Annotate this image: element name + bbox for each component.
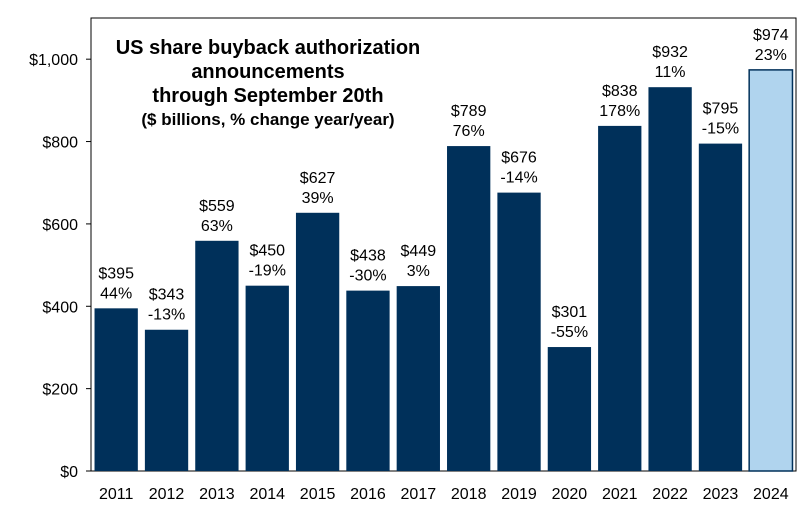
chart-title-block: US share buyback authorization announcem…	[100, 36, 436, 132]
bar-labels-group: $395 44% $343 -13% $559 63% $450 -19% $627 39% $43…	[98, 27, 788, 341]
bar-2011	[94, 308, 138, 471]
bar-2015	[295, 212, 340, 472]
chart-title-line-1: US share buyback authorization	[115, 37, 421, 59]
bar-value-label: $795	[703, 101, 739, 118]
x-tick-label: 2021	[602, 486, 638, 503]
bar-percent-label: 76%	[453, 123, 485, 140]
x-tick-label: 2020	[552, 486, 588, 503]
bar-2020	[547, 347, 592, 471]
chart-title-line-2: announcements	[191, 61, 345, 83]
y-tick-label: $200	[42, 382, 78, 399]
x-tick-label: 2011	[99, 486, 134, 503]
bar-percent-label: 23%	[755, 47, 787, 64]
bar-percent-label: -14%	[500, 170, 537, 187]
bar-value-label: $449	[401, 243, 437, 260]
bar-2013	[195, 240, 239, 471]
bar-value-label: $789	[451, 103, 487, 120]
y-tick-label: $400	[42, 299, 78, 316]
bar-percent-label: 63%	[201, 218, 233, 235]
x-tick-label: 2013	[199, 486, 235, 503]
bar-value-label: $301	[552, 304, 588, 321]
y-tick-label: $0	[60, 464, 78, 481]
y-tick-label: $1,000	[29, 52, 78, 69]
bar-value-label: $343	[149, 287, 185, 304]
bar-2022	[648, 87, 692, 471]
x-tick-label: 2012	[149, 486, 185, 503]
y-tick-label: $800	[42, 135, 78, 152]
bar-percent-label: 3%	[407, 263, 430, 280]
bars-group	[94, 69, 794, 472]
bar-value-label: $559	[199, 198, 235, 215]
bar-2021	[598, 125, 642, 471]
bar-2018	[447, 146, 491, 472]
x-tick-label: 2019	[501, 486, 537, 503]
x-tick-label: 2018	[451, 486, 487, 503]
bar-percent-label: 39%	[302, 190, 334, 207]
bar-value-label: $974	[753, 27, 789, 44]
bar-2023	[698, 143, 743, 471]
x-tick-label: 2017	[401, 486, 437, 503]
bar-percent-label: 44%	[100, 285, 132, 302]
bar-percent-label: -19%	[249, 263, 286, 280]
bar-2024	[748, 69, 794, 472]
bar-2012	[144, 329, 189, 471]
y-axis: $0 $200 $400 $600 $800 $1,000	[29, 52, 91, 481]
bar-value-label: $627	[300, 170, 336, 187]
bar-percent-label: -55%	[551, 324, 588, 341]
x-axis: 2011 2012 2013 2014 2015 2016 2017 2018 2019 2020…	[99, 486, 789, 503]
chart-subtitle: ($ billions, % change year/year)	[141, 110, 395, 129]
bar-2017	[396, 286, 440, 471]
x-tick-label: 2022	[652, 486, 688, 503]
x-tick-label: 2023	[703, 486, 739, 503]
x-tick-label: 2024	[753, 486, 789, 503]
bar-value-label: $438	[350, 248, 386, 265]
bar-value-label: $395	[98, 265, 134, 282]
x-tick-label: 2016	[350, 486, 386, 503]
bar-percent-label: -13%	[148, 307, 185, 324]
bar-percent-label: 11%	[655, 64, 686, 81]
plot-area-frame	[90, 17, 797, 472]
bar-value-label: $838	[602, 83, 638, 100]
bar-2016	[346, 290, 390, 471]
bar-percent-label: -15%	[702, 121, 739, 138]
x-tick-label: 2015	[300, 486, 336, 503]
bar-2014	[245, 285, 289, 471]
bar-value-label: $676	[501, 150, 537, 167]
y-tick-label: $600	[42, 217, 78, 234]
bar-percent-label: -30%	[349, 268, 386, 285]
bar-value-label: $450	[249, 243, 285, 260]
chart-title-line-3: through September 20th	[152, 85, 384, 107]
bar-percent-label: 178%	[599, 103, 640, 120]
bar-2019	[497, 192, 541, 472]
bar-value-label: $932	[652, 44, 688, 61]
x-tick-label: 2014	[249, 486, 285, 503]
